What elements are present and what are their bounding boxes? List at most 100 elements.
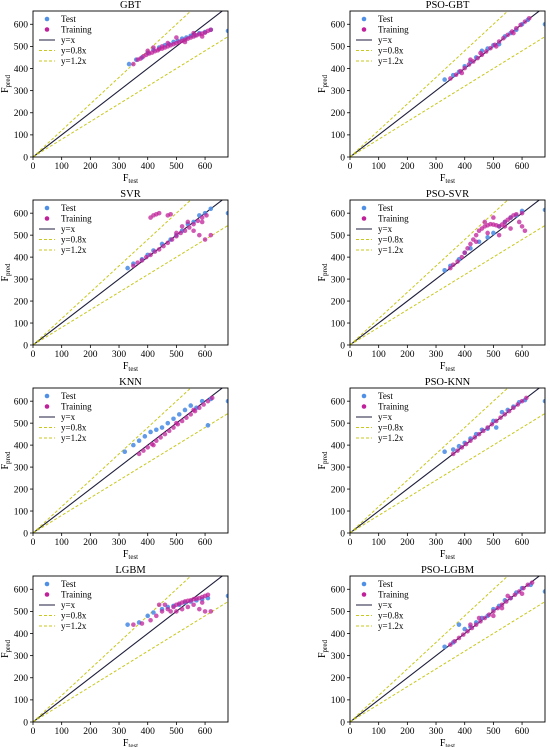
training-point bbox=[455, 259, 460, 264]
x-tick-label: 0 bbox=[31, 350, 36, 360]
y-tick-label: 600 bbox=[14, 21, 29, 31]
test-point bbox=[225, 28, 228, 34]
y-axis-label-main: F bbox=[0, 87, 11, 93]
x-tick-label: 500 bbox=[169, 727, 184, 737]
y-tick-label: 600 bbox=[14, 209, 29, 219]
training-point bbox=[466, 62, 472, 67]
training-point bbox=[141, 448, 146, 453]
training-point bbox=[468, 622, 473, 627]
legend-label: y=0.8x bbox=[61, 611, 87, 621]
test-point bbox=[442, 77, 447, 82]
training-point bbox=[154, 613, 159, 619]
x-tick-label: 400 bbox=[458, 538, 473, 548]
x-tick-label: 0 bbox=[31, 162, 36, 172]
test-point bbox=[131, 442, 136, 448]
x-tick-label: 600 bbox=[198, 727, 213, 737]
legend-label: y=0.8x bbox=[378, 235, 404, 245]
training-point bbox=[473, 622, 479, 627]
x-tick-label: 100 bbox=[55, 162, 70, 172]
training-point bbox=[508, 226, 513, 231]
legend-marker bbox=[44, 16, 50, 22]
training-point bbox=[143, 254, 149, 260]
test-point bbox=[205, 423, 211, 428]
y-axis-label-sub: pred bbox=[4, 263, 12, 276]
training-point bbox=[136, 451, 142, 457]
y-axis-label: Fpred bbox=[0, 640, 12, 659]
legend-label: y=0.8x bbox=[61, 235, 87, 245]
reference-line bbox=[33, 200, 192, 345]
training-point bbox=[465, 629, 470, 634]
y-axis-label-main: F bbox=[317, 87, 328, 93]
training-point bbox=[465, 246, 470, 251]
legend-marker bbox=[44, 592, 50, 597]
legend-marker bbox=[44, 216, 50, 221]
training-point bbox=[525, 582, 531, 588]
training-point bbox=[511, 405, 516, 411]
reference-line bbox=[33, 576, 192, 722]
legend-marker bbox=[361, 404, 367, 409]
x-axis-label-sub: test bbox=[445, 553, 455, 561]
legend-marker bbox=[361, 205, 367, 211]
y-tick-label: 500 bbox=[331, 43, 346, 53]
x-tick-label: 200 bbox=[400, 350, 415, 360]
reference-line bbox=[350, 413, 545, 533]
training-point bbox=[493, 44, 499, 49]
training-point bbox=[498, 415, 503, 420]
training-point bbox=[455, 448, 460, 453]
y-tick-label: 200 bbox=[14, 109, 29, 119]
axes-frame bbox=[349, 575, 546, 723]
x-axis-label-sub: test bbox=[445, 365, 455, 373]
training-point bbox=[499, 605, 505, 611]
x-tick-label: 500 bbox=[169, 538, 184, 548]
chart-title: PSO-GBT bbox=[426, 0, 470, 11]
training-point bbox=[208, 609, 214, 614]
y-tick-label: 600 bbox=[331, 586, 346, 596]
x-tick-label: 500 bbox=[169, 162, 184, 172]
legend-marker bbox=[44, 27, 50, 32]
legend-label: y=1.2x bbox=[378, 621, 404, 631]
axes-frame bbox=[32, 199, 229, 346]
training-point bbox=[493, 418, 499, 424]
y-tick-label: 500 bbox=[331, 608, 346, 618]
training-point bbox=[473, 232, 479, 238]
training-point bbox=[475, 55, 480, 61]
test-point bbox=[225, 210, 228, 216]
training-point bbox=[448, 265, 453, 271]
y-axis-label: Fpred bbox=[317, 263, 329, 282]
training-point bbox=[131, 61, 136, 67]
reference-line bbox=[33, 225, 228, 345]
legend-label: y=x bbox=[378, 600, 393, 610]
training-point bbox=[450, 262, 456, 268]
test-point bbox=[136, 438, 142, 444]
reference-line bbox=[350, 200, 509, 345]
x-axis-label-sub: test bbox=[128, 742, 138, 747]
training-point bbox=[186, 225, 192, 230]
x-tick-label: 300 bbox=[429, 162, 444, 172]
y-tick-label: 400 bbox=[331, 630, 346, 640]
reference-line bbox=[33, 11, 224, 157]
training-point bbox=[169, 237, 175, 242]
training-point bbox=[201, 402, 206, 407]
test-point bbox=[171, 416, 176, 422]
y-tick-label: 500 bbox=[14, 43, 29, 53]
training-point bbox=[486, 612, 492, 618]
x-tick-label: 500 bbox=[486, 162, 501, 172]
y-tick-label: 500 bbox=[331, 419, 346, 429]
y-tick-label: 200 bbox=[14, 297, 29, 307]
training-point bbox=[506, 408, 512, 414]
y-tick-label: 600 bbox=[331, 397, 346, 407]
y-axis-label-sub: pred bbox=[4, 75, 12, 88]
training-point bbox=[505, 593, 511, 599]
reference-line bbox=[33, 413, 228, 533]
x-tick-label: 400 bbox=[141, 538, 156, 548]
chart-title: KNN bbox=[119, 377, 142, 388]
x-tick-label: 400 bbox=[141, 727, 156, 737]
y-axis-label-sub: pred bbox=[321, 640, 329, 653]
legend-label: y=x bbox=[378, 412, 393, 422]
training-point bbox=[182, 39, 188, 45]
x-axis-label: Ftest bbox=[123, 549, 138, 561]
training-point bbox=[456, 635, 462, 641]
y-axis-label: Fpred bbox=[317, 640, 329, 659]
chart-panel: 0 100 200 300 400 500 600 0 100 200 300 400 500 600 PS… bbox=[317, 565, 546, 747]
